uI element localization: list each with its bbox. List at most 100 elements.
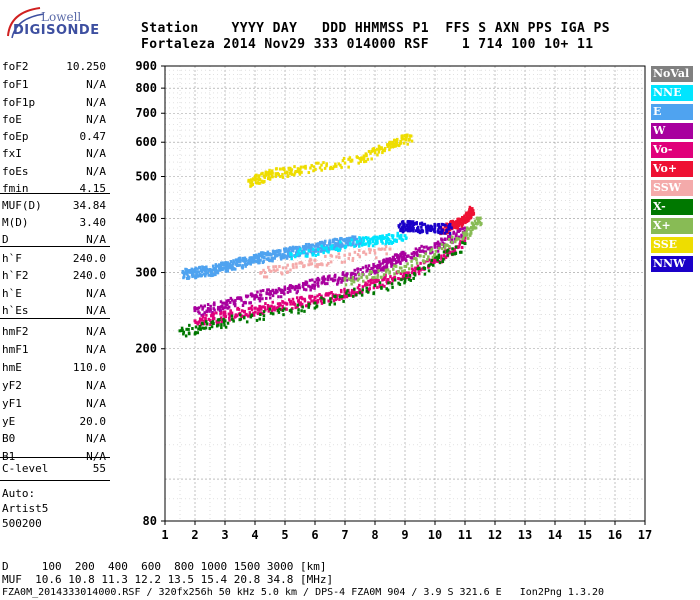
data-point	[358, 248, 361, 252]
data-point	[316, 294, 319, 298]
param-row: D N/A	[2, 233, 106, 251]
data-point	[254, 177, 258, 181]
data-point	[366, 157, 370, 161]
data-point	[440, 238, 444, 242]
data-point	[279, 255, 282, 259]
data-point	[296, 303, 300, 307]
data-point	[249, 301, 252, 305]
data-point	[420, 267, 424, 271]
x-tick-label: 11	[458, 528, 472, 542]
data-point	[365, 154, 368, 158]
data-point	[405, 254, 409, 258]
data-point	[387, 281, 390, 285]
data-point	[285, 307, 288, 311]
param-value: N/A	[86, 78, 106, 91]
data-point	[396, 137, 399, 141]
param-value: N/A	[86, 304, 106, 317]
param-row: B0 N/A	[2, 432, 106, 450]
data-point	[184, 267, 187, 271]
data-point	[237, 307, 241, 311]
data-point	[395, 253, 398, 257]
data-point	[335, 246, 339, 250]
data-point	[291, 249, 295, 253]
data-point	[247, 307, 251, 311]
data-point	[254, 253, 258, 257]
data-point	[332, 299, 336, 303]
data-point	[468, 227, 471, 231]
logo-arc-blue	[11, 13, 45, 39]
data-point	[294, 255, 297, 259]
data-point	[329, 300, 333, 304]
data-point	[320, 246, 324, 250]
param-value: N/A	[86, 432, 106, 445]
data-point	[336, 281, 340, 285]
data-point	[309, 262, 312, 266]
legend-item-e: E	[651, 104, 693, 120]
data-point	[193, 306, 197, 310]
data-point	[350, 282, 353, 286]
data-point	[337, 279, 340, 283]
data-point	[360, 291, 364, 295]
data-point	[436, 259, 439, 263]
param-separator	[0, 246, 110, 247]
data-point	[219, 264, 223, 268]
param-row: fxI N/A	[2, 147, 106, 165]
data-point	[433, 226, 437, 230]
data-point	[460, 235, 463, 239]
data-point	[379, 247, 382, 251]
data-point	[387, 241, 391, 245]
data-point	[253, 259, 257, 263]
data-point	[267, 288, 270, 292]
data-point	[364, 159, 368, 163]
data-point	[329, 245, 332, 249]
data-point	[465, 211, 468, 215]
param-label: h`F	[2, 252, 22, 265]
data-point	[422, 255, 426, 259]
data-point	[353, 250, 357, 254]
data-point	[283, 168, 286, 172]
data-point	[342, 238, 345, 242]
data-point	[202, 272, 206, 276]
data-point	[265, 275, 269, 279]
data-point	[255, 260, 259, 264]
data-point	[372, 262, 375, 266]
data-point	[334, 298, 338, 302]
data-point	[271, 300, 274, 304]
data-point	[348, 236, 351, 240]
data-point	[393, 258, 397, 262]
data-point	[298, 253, 302, 257]
footer-muf-line: MUF 10.6 10.8 11.3 12.2 13.5 15.4 20.8 3…	[2, 573, 334, 586]
data-point	[463, 231, 467, 235]
data-point	[386, 240, 389, 244]
data-point	[330, 247, 334, 251]
data-point	[198, 320, 201, 324]
data-point	[290, 168, 293, 172]
data-point	[243, 309, 246, 313]
data-point	[347, 293, 351, 297]
data-point	[461, 215, 464, 219]
data-point	[373, 271, 377, 275]
data-point	[470, 215, 473, 219]
data-point	[339, 288, 343, 292]
data-point	[410, 256, 414, 260]
data-point	[375, 147, 379, 151]
data-point	[227, 298, 230, 302]
data-point	[409, 224, 412, 228]
data-point	[226, 321, 230, 325]
data-point	[410, 226, 414, 230]
data-point	[200, 313, 203, 317]
data-point	[417, 229, 421, 233]
data-point	[204, 320, 208, 324]
data-point	[236, 296, 239, 300]
param-label: foEs	[2, 165, 29, 178]
data-point	[307, 242, 311, 246]
data-point	[329, 277, 333, 281]
data-point	[264, 308, 267, 312]
data-point	[436, 242, 440, 246]
data-point	[384, 268, 388, 272]
data-point	[359, 242, 363, 246]
data-point	[320, 301, 324, 305]
param-separator	[0, 318, 110, 319]
data-point	[328, 167, 332, 171]
data-point	[380, 285, 383, 289]
